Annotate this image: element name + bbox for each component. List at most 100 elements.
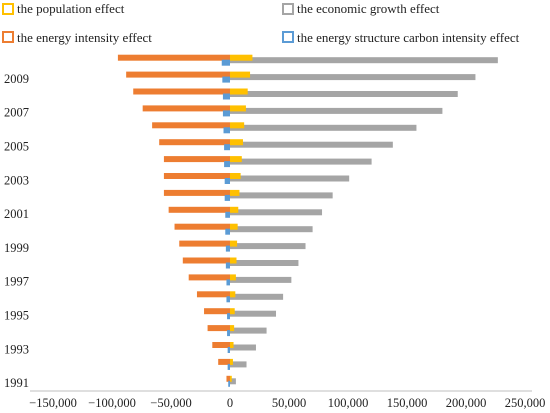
legend-swatch-energy-structure	[282, 31, 294, 43]
bar-economic-growth-1996	[230, 293, 284, 300]
bar-energy-structure-1998	[225, 262, 230, 269]
bar-energy-intensity-1999	[179, 240, 230, 247]
bar-population-1994	[230, 325, 235, 332]
legend-label-economic-growth: the economic growth effect	[297, 1, 440, 16]
bar-energy-intensity-1997	[188, 274, 230, 281]
bar-energy-intensity-2000	[174, 223, 230, 230]
y-tick-label: 2001	[4, 207, 29, 221]
x-tick-label: −50,000	[150, 396, 191, 410]
bar-energy-structure-1996	[226, 296, 230, 303]
bar-population-2010	[230, 54, 253, 61]
bar-energy-structure-2010	[221, 59, 230, 66]
bar-economic-growth-1992	[230, 361, 247, 368]
bar-population-1991	[230, 375, 232, 382]
bar-economic-growth-2005	[230, 141, 393, 148]
bar-economic-growth-2004	[230, 158, 372, 165]
bar-energy-structure-1995	[227, 313, 230, 320]
bar-energy-intensity-1998	[182, 257, 230, 264]
bar-energy-structure-1997	[226, 279, 230, 286]
bar-energy-intensity-2007	[142, 105, 230, 112]
legend-label-population: the population effect	[17, 1, 125, 16]
bar-population-1993	[230, 342, 234, 348]
bar-economic-growth-1995	[230, 310, 277, 317]
bar-population-2007	[230, 105, 246, 112]
bar-economic-growth-1998	[230, 260, 299, 266]
bar-energy-structure-1992	[227, 363, 230, 370]
bar-population-1997	[230, 274, 236, 281]
bar-population-1996	[230, 291, 236, 298]
bar-energy-intensity-1995	[204, 308, 230, 315]
bar-energy-structure-2003	[224, 178, 230, 184]
legend: the population effect the economic growt…	[2, 1, 520, 45]
bar-population-2009	[230, 71, 251, 78]
y-tick-label: 1997	[4, 275, 29, 289]
legend-item-economic-growth: the economic growth effect	[282, 1, 440, 16]
x-tick-label: 200,000	[446, 396, 487, 410]
bar-economic-growth-2001	[230, 209, 323, 216]
bar-energy-intensity-2006	[152, 122, 230, 129]
x-tick-label: −150,000	[29, 396, 77, 410]
x-tick-label: 50,000	[272, 396, 306, 410]
x-tick-label: 150,000	[387, 396, 428, 410]
legend-swatch-population	[2, 3, 14, 15]
bar-population-2003	[230, 173, 241, 179]
bar-energy-structure-1994	[227, 330, 230, 337]
bar-population-1999	[230, 240, 238, 247]
bar-energy-intensity-1992	[218, 358, 230, 365]
bar-energy-structure-2004	[224, 161, 230, 168]
bar-energy-intensity-2009	[126, 71, 230, 78]
bar-population-2002	[230, 189, 240, 196]
y-tick-label: 2007	[4, 106, 29, 120]
legend-item-energy-intensity: the energy intensity effect	[2, 30, 152, 45]
x-tick-label: −100,000	[88, 396, 136, 410]
bar-economic-growth-2008	[230, 91, 458, 97]
bar-energy-structure-2006	[223, 127, 230, 134]
plot-area: −150,000 −100,000 −50,000 0 50,000 100,000 150…	[4, 54, 546, 410]
y-tick-label: 2005	[4, 139, 29, 153]
y-tick-label: 1993	[4, 342, 29, 356]
bar-energy-structure-2009	[222, 76, 230, 83]
bar-population-2005	[230, 139, 243, 146]
bar-energy-intensity-2001	[168, 206, 230, 213]
bar-population-2008	[230, 88, 248, 95]
bar-energy-structure-1991	[228, 380, 230, 387]
bar-energy-structure-2002	[224, 194, 230, 201]
y-tick-label: 2003	[4, 173, 29, 187]
legend-item-energy-structure: the energy structure carbon intensity ef…	[282, 30, 520, 45]
bar-energy-intensity-2004	[163, 156, 230, 163]
bar-energy-structure-1993	[227, 347, 230, 353]
bar-economic-growth-1993	[230, 344, 256, 351]
bar-population-2006	[230, 122, 245, 129]
bar-economic-growth-1997	[230, 276, 292, 283]
legend-label-energy-structure: the energy structure carbon intensity ef…	[297, 30, 520, 45]
bar-energy-structure-1999	[225, 245, 230, 252]
bar-economic-growth-2010	[230, 57, 498, 64]
bar-population-2001	[230, 206, 239, 213]
bar-economic-growth-2007	[230, 107, 443, 114]
bar-economic-growth-2002	[230, 192, 333, 199]
y-tick-label: 2009	[4, 72, 29, 86]
legend-swatch-economic-growth	[282, 3, 294, 15]
bar-economic-growth-2000	[230, 226, 313, 233]
bar-population-1995	[230, 308, 235, 315]
bar-energy-intensity-2010	[117, 54, 230, 61]
bar-economic-growth-2009	[230, 74, 476, 81]
bar-population-1992	[230, 358, 233, 365]
y-tick-label: 1991	[4, 376, 29, 390]
legend-swatch-energy-intensity	[2, 31, 14, 43]
bar-economic-growth-2006	[230, 124, 417, 131]
y-tick-label: 1999	[4, 241, 29, 255]
bar-energy-structure-2007	[222, 110, 230, 117]
bar-energy-structure-2001	[225, 211, 230, 218]
x-tick-label: 250,000	[505, 396, 546, 410]
x-tick-label: 0	[227, 396, 233, 410]
bar-population-2004	[230, 156, 242, 163]
bar-energy-intensity-2002	[163, 189, 230, 196]
bar-energy-structure-2005	[224, 144, 230, 151]
bar-energy-intensity-2008	[133, 88, 230, 95]
bar-energy-intensity-2005	[159, 139, 230, 146]
bar-economic-growth-1991	[230, 378, 236, 385]
bar-energy-structure-2008	[222, 93, 230, 100]
legend-item-population: the population effect	[2, 1, 125, 16]
